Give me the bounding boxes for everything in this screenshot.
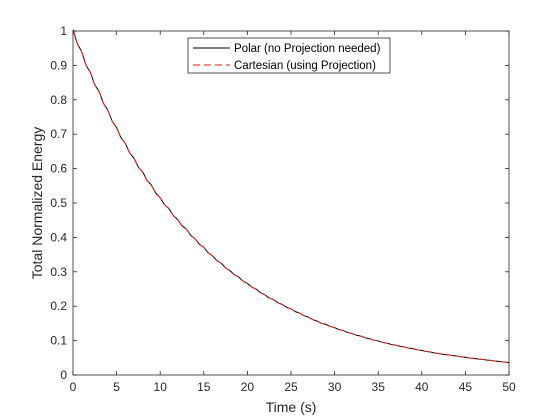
y-tick-label: 0.5 <box>50 196 67 210</box>
y-tick-label: 0.7 <box>50 127 67 141</box>
y-tick-label: 1 <box>60 24 67 38</box>
y-tick-label: 0.1 <box>50 334 67 348</box>
x-tick-label: 20 <box>241 380 255 394</box>
y-tick-label: 0.4 <box>50 230 67 244</box>
y-tick-label: 0.9 <box>50 58 67 72</box>
x-tick-label: 50 <box>502 380 516 394</box>
x-tick-label: 30 <box>328 380 342 394</box>
x-axis-label: Time (s) <box>266 399 317 415</box>
legend-entry-cartesian: Cartesian (using Projection) <box>234 60 376 72</box>
x-tick-label: 5 <box>113 380 120 394</box>
y-tick-label: 0.8 <box>50 93 67 107</box>
axes-background <box>73 31 509 375</box>
x-tick-label: 35 <box>372 380 386 394</box>
x-tick-label: 0 <box>70 380 77 394</box>
x-tick-label: 15 <box>197 380 211 394</box>
legend-box <box>187 37 391 74</box>
y-tick-label: 0 <box>60 368 67 382</box>
x-tick-label: 10 <box>154 380 168 394</box>
series-layer <box>72 29 510 364</box>
x-tick-label: 25 <box>284 380 298 394</box>
legend: Polar (no Projection needed) Cartesian (… <box>187 37 391 74</box>
legend-entry-polar: Polar (no Projection needed) <box>234 43 381 55</box>
x-tick-label: 40 <box>415 380 429 394</box>
series-line-cartesian <box>72 29 510 364</box>
ticks-layer: 0 5 10 15 20 25 30 35 40 45 50 0 0.1 0.2 0.3 0.4 0.5 0.6 0… <box>50 24 516 394</box>
y-tick-label: 0.6 <box>50 162 67 176</box>
y-axis-label: Total Normalized Energy <box>29 127 45 280</box>
y-tick-label: 0.2 <box>50 299 67 313</box>
x-tick-label: 45 <box>459 380 473 394</box>
y-tick-label: 0.3 <box>50 265 67 279</box>
plot-area: 0 5 10 15 20 25 30 35 40 45 50 0 0.1 0.2 0.3 0.4 0.5 0.6 0… <box>50 24 516 394</box>
